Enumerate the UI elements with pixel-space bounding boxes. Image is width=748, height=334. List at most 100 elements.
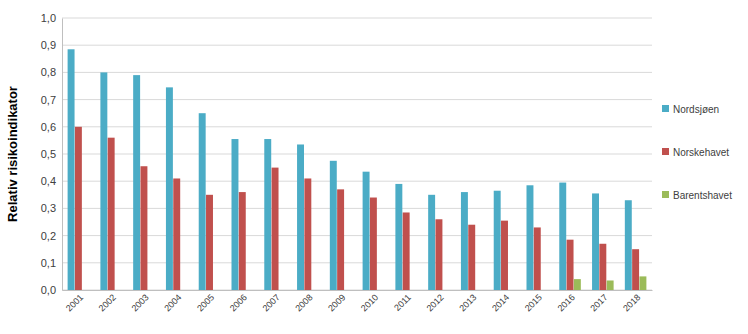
legend-label: Nordsjøen — [673, 104, 719, 115]
bar — [330, 161, 337, 290]
bar — [639, 276, 646, 290]
legend: Nordsjøen Norskehavet Barentshavet — [662, 104, 732, 201]
y-tick-label: 0,8 — [41, 66, 56, 78]
bar — [363, 172, 370, 290]
legend-swatch — [662, 105, 669, 112]
x-tick-label: 2016 — [556, 292, 577, 313]
x-axis-line — [63, 290, 653, 291]
y-tick: 1,0 — [41, 12, 62, 24]
x-tick-label: 2004 — [162, 292, 183, 313]
x-tick-label: 2007 — [261, 292, 282, 313]
y-tick: 0,9 — [41, 39, 62, 51]
bar — [468, 225, 475, 290]
bar — [108, 138, 115, 290]
x-tick-label: 2018 — [621, 292, 642, 313]
grid-line — [62, 181, 652, 182]
bar — [632, 249, 639, 290]
x-tick: 2004 — [162, 290, 183, 313]
grid — [62, 18, 652, 290]
x-tick-label: 2002 — [97, 292, 118, 313]
bar — [567, 240, 574, 290]
y-tick: 0,6 — [41, 121, 62, 133]
bar — [75, 127, 82, 290]
x-tick-label: 2017 — [588, 292, 609, 313]
grid-line — [62, 72, 652, 73]
bar — [264, 139, 271, 290]
x-tick: 2005 — [195, 290, 216, 313]
x-tick-label: 2009 — [326, 292, 347, 313]
legend-item: Barentshavet — [662, 190, 732, 201]
x-tick: 2018 — [621, 290, 642, 313]
bar — [625, 200, 632, 290]
y-tick: 0,5 — [41, 148, 62, 160]
x-tick: 2012 — [424, 290, 445, 313]
bar — [599, 244, 606, 290]
bar — [304, 178, 311, 290]
bar — [370, 198, 377, 290]
y-tick-label: 0,9 — [41, 39, 56, 51]
y-tick: 0,7 — [41, 94, 62, 106]
x-tick-label: 2015 — [523, 292, 544, 313]
legend-swatch — [662, 148, 669, 155]
y-tick-label: 0,4 — [41, 175, 56, 187]
bar — [534, 227, 541, 290]
legend-label: Barentshavet — [673, 190, 732, 201]
bar — [607, 280, 614, 290]
y-axis: 0,0 0,1 0,2 0,3 0,4 0,5 0,6 0,7 0,8 0,9 1,0 — [41, 12, 63, 296]
x-axis: 2001 2002 2003 2004 2005 2006 2007 2008 2009 2010… — [63, 290, 653, 313]
y-tick: 0,1 — [41, 257, 62, 269]
x-tick: 2001 — [64, 290, 85, 313]
bars — [68, 49, 647, 290]
bar — [68, 49, 75, 290]
y-axis-title: Relativ risikoindikator — [5, 86, 20, 222]
bar — [166, 87, 173, 290]
y-tick: 0,4 — [41, 175, 62, 187]
y-tick-label: 0,2 — [41, 230, 56, 242]
x-tick-label: 2003 — [129, 292, 150, 313]
x-tick: 2016 — [556, 290, 577, 313]
y-tick: 0,2 — [41, 230, 62, 242]
bar — [100, 72, 107, 290]
y-axis-line — [62, 19, 63, 291]
bar — [297, 144, 304, 290]
bar — [199, 113, 206, 290]
x-tick: 2002 — [97, 290, 118, 313]
bar — [435, 219, 442, 290]
x-tick: 2013 — [457, 290, 478, 313]
y-tick-label: 0,7 — [41, 94, 56, 106]
bar — [403, 212, 410, 290]
y-tick: 0,0 — [41, 284, 62, 296]
x-tick-label: 2005 — [195, 292, 216, 313]
legend-label: Norskehavet — [673, 147, 729, 158]
y-tick-label: 0,0 — [41, 284, 56, 296]
bar — [133, 75, 140, 290]
bar — [501, 221, 508, 290]
grid-line — [62, 99, 652, 100]
bar — [272, 168, 279, 290]
bar — [494, 191, 501, 290]
bar — [526, 185, 533, 290]
x-tick-label: 2001 — [64, 292, 85, 313]
bar — [231, 139, 238, 290]
x-tick: 2014 — [490, 290, 511, 313]
grid-line — [62, 126, 652, 127]
y-tick-label: 0,6 — [41, 121, 56, 133]
y-tick-label: 0,5 — [41, 148, 56, 160]
x-tick-label: 2006 — [228, 292, 249, 313]
x-tick-label: 2010 — [359, 292, 380, 313]
x-tick: 2010 — [359, 290, 380, 313]
grid-line — [62, 45, 652, 46]
bar — [173, 178, 180, 290]
x-tick: 2007 — [261, 290, 282, 313]
bar — [574, 279, 581, 290]
x-tick: 2011 — [392, 290, 413, 313]
bar — [239, 192, 246, 290]
x-tick: 2009 — [326, 290, 347, 313]
y-tick: 0,3 — [41, 202, 62, 214]
x-tick: 2017 — [588, 290, 609, 313]
y-tick-label: 1,0 — [41, 12, 56, 24]
x-tick-label: 2008 — [293, 292, 314, 313]
bar — [592, 193, 599, 290]
bar — [140, 166, 147, 290]
bar — [206, 195, 213, 290]
